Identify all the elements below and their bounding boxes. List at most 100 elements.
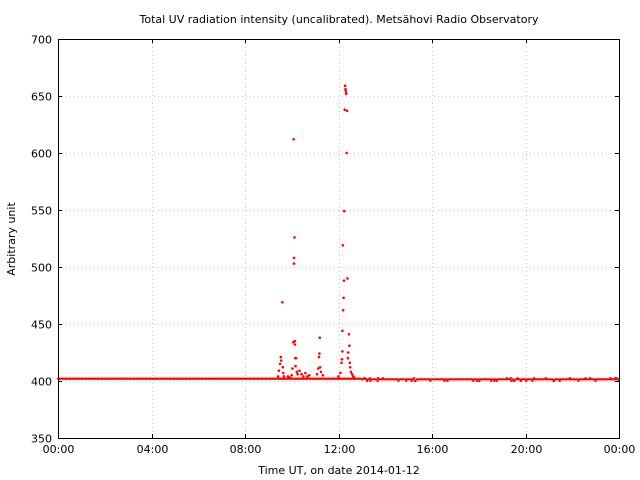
- baseline-point: [414, 379, 417, 383]
- data-points: [276, 84, 356, 379]
- x-tick-label: 00:00: [43, 443, 75, 456]
- data-point: [292, 138, 296, 141]
- baseline-point: [475, 378, 478, 381]
- baseline-point: [404, 378, 407, 381]
- data-point: [288, 376, 292, 379]
- baseline-point: [472, 379, 475, 383]
- data-point: [317, 355, 321, 359]
- data-point: [340, 358, 344, 361]
- y-tick-label: 400: [31, 376, 52, 389]
- data-point: [341, 309, 345, 312]
- baseline-point: [513, 379, 516, 383]
- baseline-point: [445, 378, 448, 381]
- y-tick-label: 450: [31, 319, 52, 332]
- data-point: [278, 362, 282, 366]
- baseline-point: [471, 378, 474, 381]
- baseline-point: [443, 379, 446, 383]
- data-point: [345, 109, 349, 113]
- y-tick-label: 700: [31, 34, 52, 47]
- data-point: [277, 369, 281, 373]
- data-point: [352, 376, 356, 379]
- baseline-point: [405, 379, 408, 383]
- data-point: [281, 366, 285, 369]
- data-point: [347, 333, 351, 336]
- data-point: [298, 369, 301, 373]
- baseline-point: [531, 379, 534, 383]
- x-tick-label: 20:00: [511, 443, 543, 456]
- y-axis-label: Arbitrary unit: [5, 202, 18, 276]
- data-point: [292, 256, 296, 260]
- data-point: [292, 262, 296, 265]
- data-point: [341, 350, 344, 353]
- data-point: [316, 367, 320, 370]
- data-point: [291, 367, 294, 370]
- y-tick-label: 350: [31, 433, 52, 446]
- data-point: [348, 361, 352, 365]
- data-point: [295, 370, 299, 374]
- data-point: [318, 366, 322, 369]
- data-point: [306, 375, 309, 378]
- baseline-series: [56, 377, 621, 383]
- y-tick-label: 600: [31, 148, 52, 161]
- baseline-point: [525, 379, 528, 383]
- baseline-point: [490, 379, 493, 383]
- baseline-point: [396, 378, 399, 381]
- data-point: [343, 209, 346, 213]
- baseline-point: [518, 378, 522, 381]
- grid-lines: [58, 39, 619, 438]
- data-point: [344, 90, 348, 93]
- data-point: [339, 371, 342, 375]
- data-point: [279, 359, 283, 362]
- data-point: [341, 329, 344, 333]
- baseline-point: [476, 379, 479, 383]
- data-point: [343, 84, 347, 87]
- baseline-point: [478, 379, 481, 383]
- baseline-point: [429, 379, 432, 383]
- baseline-point: [376, 379, 379, 383]
- axis-ticks: 350 400 450 500 550 600 650 700 00:00 04:00 08:00 1…: [31, 34, 635, 457]
- data-point: [282, 375, 286, 378]
- x-axis-label: Time UT, on date 2014-01-12: [257, 464, 420, 477]
- x-tick-label: 08:00: [230, 443, 262, 456]
- baseline-point: [366, 379, 369, 383]
- data-point: [344, 87, 347, 91]
- baseline-point: [519, 379, 522, 383]
- data-point: [294, 356, 298, 360]
- data-point: [342, 279, 346, 283]
- data-point: [279, 355, 283, 359]
- data-point: [342, 296, 345, 300]
- data-point: [348, 344, 351, 348]
- baseline-point: [558, 379, 561, 383]
- data-point: [293, 343, 297, 346]
- data-point: [290, 374, 294, 377]
- data-point: [304, 371, 307, 375]
- baseline-point: [410, 379, 413, 383]
- data-point: [286, 375, 290, 378]
- data-point: [321, 374, 325, 377]
- x-tick-label: 00:00: [604, 443, 636, 456]
- data-point: [337, 375, 340, 378]
- baseline-point: [446, 379, 449, 383]
- data-point: [294, 364, 297, 368]
- data-point: [319, 370, 323, 374]
- data-point: [340, 361, 343, 365]
- data-point: [318, 352, 321, 355]
- data-point: [343, 108, 347, 111]
- baseline-point: [576, 378, 579, 381]
- data-point: [349, 370, 353, 374]
- y-tick-label: 650: [31, 91, 52, 104]
- baseline-point: [375, 378, 378, 381]
- baseline-point: [413, 377, 416, 380]
- baseline-point: [510, 379, 513, 383]
- data-point: [308, 374, 311, 377]
- data-point: [300, 372, 303, 376]
- baseline-point: [577, 379, 580, 383]
- data-point: [348, 366, 352, 369]
- data-point: [350, 372, 354, 376]
- baseline-point: [557, 378, 561, 381]
- data-point: [293, 236, 296, 239]
- baseline-point: [369, 379, 372, 383]
- x-tick-label: 16:00: [417, 443, 449, 456]
- data-point: [345, 151, 349, 155]
